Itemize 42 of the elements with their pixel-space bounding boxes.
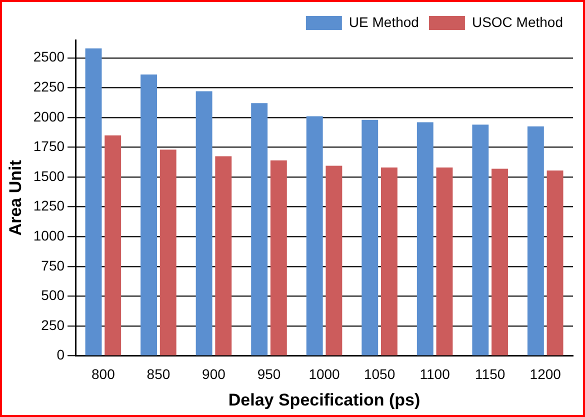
y-tick-label: 2000 <box>33 108 65 124</box>
bar <box>306 116 323 356</box>
bar <box>326 166 342 356</box>
y-tick-label: 1500 <box>33 168 65 184</box>
bar <box>472 124 489 356</box>
x-tick-label: 1150 <box>475 366 506 382</box>
y-tick-label: 0 <box>56 346 65 363</box>
x-tick-label: 1100 <box>420 366 450 382</box>
x-tick-label: 950 <box>257 366 281 382</box>
bar <box>527 126 544 356</box>
x-tick-label: 1200 <box>530 366 562 382</box>
bar <box>196 91 212 356</box>
y-tick-label: 250 <box>41 316 65 333</box>
bar <box>436 168 453 356</box>
bar <box>140 74 158 356</box>
bar <box>251 103 268 356</box>
bar <box>416 122 434 356</box>
y-tick-label: 1000 <box>33 227 65 244</box>
y-tick-label: 500 <box>41 287 65 304</box>
x-tick-label: 1050 <box>364 366 396 382</box>
bar <box>104 135 122 356</box>
y-tick-label: 2500 <box>33 48 65 65</box>
x-tick-label: 1000 <box>308 366 340 382</box>
legend-label: UE Method <box>348 14 419 30</box>
bar <box>270 160 287 356</box>
bar <box>380 168 398 356</box>
x-axis-title: Delay Specification (ps) <box>228 390 420 410</box>
y-axis-title: Area Unit <box>6 160 25 236</box>
y-tick-label: 1750 <box>33 138 65 154</box>
x-tick-label: 850 <box>146 366 170 382</box>
bar <box>546 170 564 356</box>
y-tick-label: 1250 <box>33 198 65 214</box>
bar <box>85 48 102 356</box>
y-tick-label: 2250 <box>33 78 65 95</box>
bar <box>362 120 378 356</box>
x-tick-label: 800 <box>92 366 116 382</box>
bar <box>160 150 176 356</box>
y-tick-label: 750 <box>41 257 65 274</box>
bar <box>215 156 232 356</box>
x-tick-label: 900 <box>202 366 226 382</box>
legend-label: USOC Method <box>472 14 564 30</box>
bar <box>492 168 508 356</box>
